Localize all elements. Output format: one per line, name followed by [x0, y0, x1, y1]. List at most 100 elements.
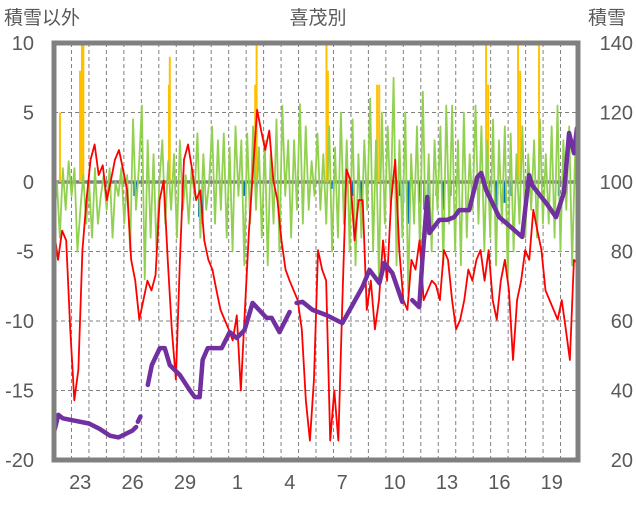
purple-point	[567, 131, 571, 135]
red-point	[451, 299, 453, 301]
green-series-line	[53, 76, 579, 295]
green-point	[217, 139, 219, 141]
blue-bar	[330, 182, 333, 189]
red-point	[516, 299, 518, 301]
green-point	[214, 223, 216, 225]
green-point	[62, 167, 64, 169]
green-point	[293, 139, 295, 141]
purple-point	[497, 215, 501, 219]
purple-point	[168, 363, 172, 367]
red-point	[171, 328, 173, 330]
green-point	[138, 167, 140, 169]
red-point	[423, 299, 425, 301]
purple-point	[288, 310, 292, 314]
red-point	[211, 268, 214, 271]
red-point	[471, 280, 473, 282]
green-point	[109, 167, 111, 169]
red-point	[284, 268, 287, 271]
red-point	[496, 319, 498, 321]
red-point	[207, 259, 209, 261]
red-point	[65, 239, 67, 241]
red-point	[439, 299, 441, 301]
x-tick-label: 29	[174, 472, 196, 494]
green-point	[272, 223, 275, 225]
green-point	[483, 250, 485, 253]
green-point	[387, 125, 389, 127]
red-point	[475, 259, 478, 261]
blue-bar	[503, 182, 506, 203]
green-point	[223, 132, 225, 134]
green-point	[111, 237, 114, 239]
orange-bar	[517, 43, 520, 182]
red-point	[126, 189, 128, 191]
green-point	[469, 153, 471, 155]
red-point	[410, 259, 413, 261]
y-left-tick-label: 0	[23, 172, 34, 194]
red-point	[179, 259, 181, 261]
purple-point	[265, 316, 269, 320]
purple-point	[527, 173, 531, 177]
purple-point	[360, 285, 364, 289]
red-point	[573, 259, 575, 261]
purple-snow-depth-line	[145, 300, 292, 400]
green-point	[161, 139, 163, 141]
purple-point	[340, 321, 344, 325]
green-point	[188, 223, 190, 225]
green-point	[551, 125, 553, 127]
green-point	[463, 111, 465, 114]
red-point	[406, 309, 408, 311]
green-point	[185, 174, 187, 176]
blue-bar	[351, 182, 354, 196]
red-point	[114, 159, 116, 161]
red-point	[264, 149, 266, 151]
purple-point	[277, 330, 281, 334]
green-point	[70, 195, 73, 197]
red-point	[394, 159, 396, 161]
red-point	[414, 268, 417, 271]
green-point	[100, 195, 102, 197]
red-point	[504, 259, 506, 261]
purple-point	[467, 208, 471, 212]
green-point	[431, 250, 433, 253]
red-point	[134, 280, 136, 282]
red-point	[370, 280, 372, 282]
purple-point	[390, 271, 394, 275]
green-point	[117, 195, 120, 197]
purple-point	[520, 235, 524, 239]
green-point	[85, 223, 87, 225]
green-point	[243, 264, 245, 266]
blue-bar	[398, 182, 401, 196]
green-point	[337, 237, 339, 239]
y-right-tick-label: 140	[600, 33, 633, 55]
purple-point	[198, 395, 202, 399]
green-point	[498, 139, 500, 141]
purple-point	[158, 346, 162, 350]
red-point	[333, 389, 335, 392]
y-left-tick-label: 5	[23, 103, 34, 125]
green-point	[401, 237, 403, 239]
green-point	[205, 209, 207, 211]
red-point	[536, 230, 538, 232]
orange-bar	[487, 84, 490, 182]
green-point	[515, 153, 518, 155]
green-point	[539, 118, 541, 121]
purple-point	[69, 418, 73, 422]
red-point	[512, 359, 514, 361]
green-point	[258, 146, 260, 148]
red-point	[398, 249, 400, 251]
red-point	[94, 143, 96, 146]
red-point	[73, 399, 75, 401]
green-point	[281, 104, 283, 107]
purple-point	[136, 420, 140, 424]
purple-point	[504, 221, 508, 225]
green-point	[512, 250, 515, 253]
green-point	[363, 139, 365, 141]
red-point	[199, 189, 201, 191]
purple-snow-depth-line	[409, 125, 580, 310]
purple-point	[97, 427, 101, 431]
red-point	[309, 439, 311, 442]
purple-point	[146, 383, 150, 387]
green-point	[173, 153, 175, 155]
green-point	[366, 209, 368, 211]
green-point	[311, 160, 313, 162]
